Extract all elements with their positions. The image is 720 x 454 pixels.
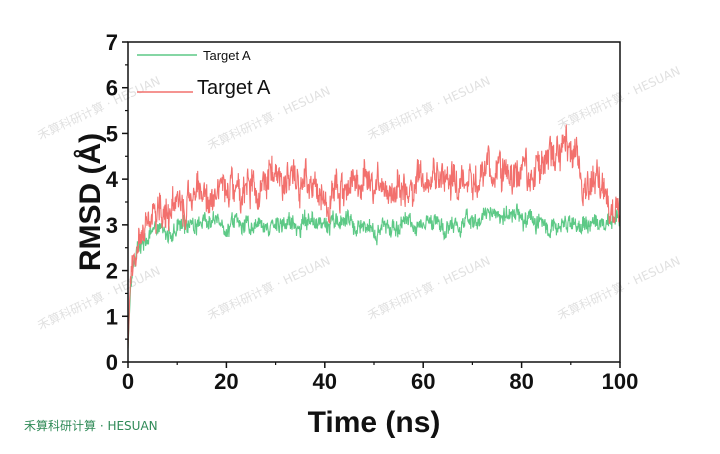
series-2-line: [127, 124, 621, 349]
watermark-text: 禾算科研计算 · HESUAN: [35, 73, 162, 143]
watermark-text: 禾算科研计算 · HESUAN: [555, 253, 682, 323]
y-tick-label: 4: [106, 167, 119, 192]
y-axis-title: RMSD (Å): [74, 133, 107, 271]
y-tick-label: 6: [106, 76, 118, 101]
x-tick-label: 0: [122, 369, 134, 394]
watermark-text: 禾算科研计算 · HESUAN: [205, 253, 332, 323]
y-tick-label: 5: [106, 121, 118, 146]
legend: Target A Target A: [137, 48, 271, 99]
y-tick-label: 3: [106, 213, 118, 238]
tick-labels: 0 20 40 60 80 100 0 1 2 3 4 5 6 7: [106, 30, 639, 394]
legend-label-series-2: Target A: [197, 77, 271, 99]
axis-ticks: [122, 41, 621, 368]
y-tick-label: 7: [106, 30, 118, 55]
x-tick-label: 60: [411, 369, 435, 394]
watermark-text: 禾算科研计算 · HESUAN: [365, 73, 492, 143]
x-tick-label: 100: [602, 369, 639, 394]
series-1-line: [127, 203, 621, 349]
plot-lines: [127, 124, 621, 349]
watermark-text: 禾算科研计算 · HESUAN: [365, 253, 492, 323]
watermark-text: 禾算科研计算 · HESUAN: [555, 63, 682, 133]
y-tick-label: 2: [106, 259, 118, 284]
x-tick-label: 20: [214, 369, 238, 394]
brand-watermark: 禾算科研计算 · HESUAN: [24, 419, 158, 433]
x-tick-label: 80: [509, 369, 533, 394]
watermark-text: 禾算科研计算 · HESUAN: [35, 263, 162, 333]
x-tick-label: 40: [313, 369, 337, 394]
x-axis-title: Time (ns): [308, 406, 441, 439]
y-tick-label: 1: [106, 304, 118, 329]
legend-label-series-1: Target A: [203, 48, 251, 63]
y-tick-label: 0: [106, 350, 118, 375]
